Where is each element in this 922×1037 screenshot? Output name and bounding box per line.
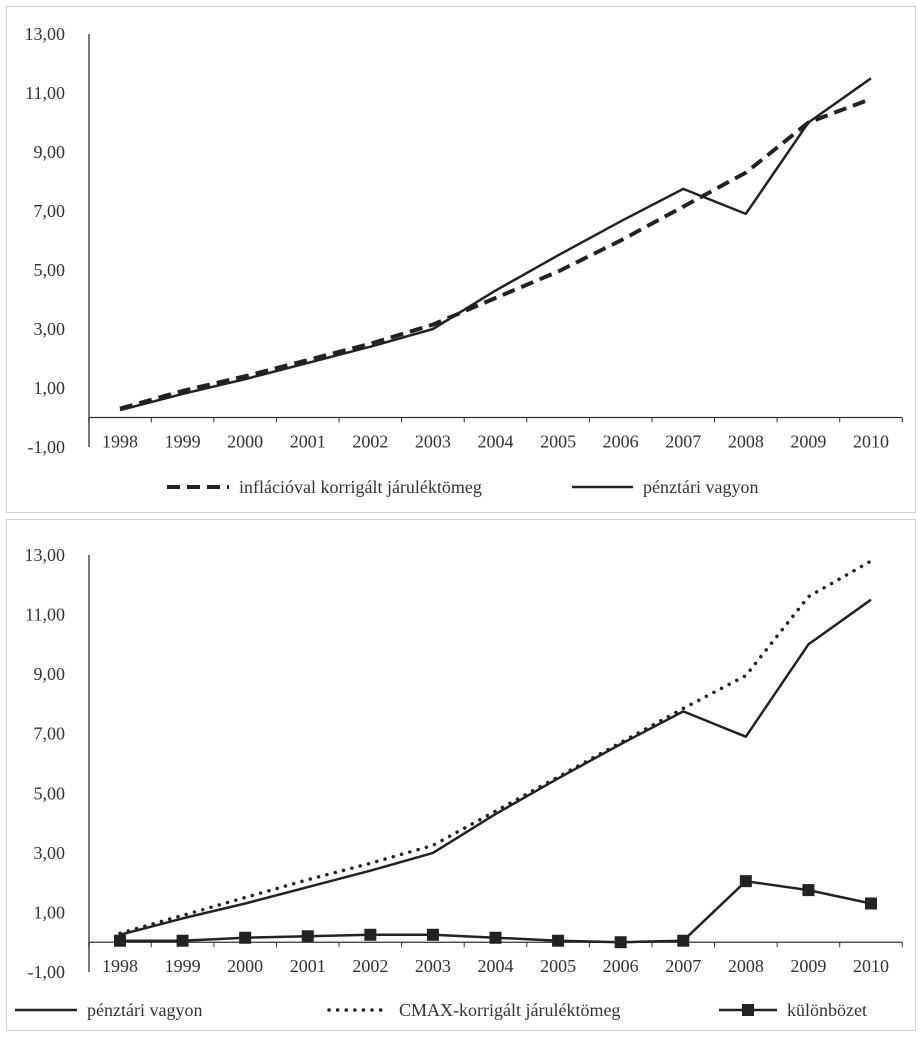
- top-series-penztari-vagyon-line: [119, 77, 872, 412]
- top-x-tick-label: 2009: [790, 432, 826, 452]
- bottom-x-tick-label: 2007: [665, 956, 701, 976]
- bottom-series-kulonbozet-point: [364, 928, 377, 941]
- bottom-x-tick-label: 1999: [165, 956, 201, 976]
- top-y-tick-label: -1,00: [28, 437, 66, 457]
- bottom-y-tick-label: 7,00: [34, 724, 66, 744]
- top-y-tick-label: 9,00: [34, 142, 66, 162]
- chart-top-svg: -1,00 1,00 3,00 5,00 7,00 9,00 11,00 13,00 1998 1…: [25, 24, 903, 497]
- top-x-tick-label: 2008: [728, 432, 764, 452]
- top-y-tick-label: 7,00: [34, 201, 66, 221]
- bottom-y-tick-label: 5,00: [34, 783, 66, 803]
- top-y-tick-label: 1,00: [34, 378, 66, 398]
- top-x-tick-label: 2005: [540, 432, 576, 452]
- bottom-x-tick-label: 2009: [790, 956, 826, 976]
- top-y-tick-label: 13,00: [25, 24, 66, 44]
- bottom-x-tick-label: 2004: [478, 956, 514, 976]
- top-x-tick-label: 1998: [102, 432, 138, 452]
- bottom-series-kulonbozet-point: [176, 934, 189, 947]
- bottom-y-tick-label: 1,00: [34, 902, 66, 922]
- bottom-x-tick-label: 2008: [728, 956, 764, 976]
- top-legend-label: pénztári vagyon: [643, 477, 758, 497]
- top-x-tick-label: 2000: [227, 432, 263, 452]
- chart-panel-bottom: -1,00 1,00 3,00 5,00 7,00 9,00 11,00 13,00 1998 1…: [6, 519, 916, 1031]
- bottom-series-kulonbozet-point: [677, 934, 690, 947]
- bottom-x-tick-label: 2005: [540, 956, 576, 976]
- top-x-tick-label: 2003: [415, 432, 451, 452]
- bottom-x-tick-label: 2002: [352, 956, 388, 976]
- bottom-x-tick-label: 2001: [290, 956, 326, 976]
- bottom-legend-label: különbözet: [787, 1000, 867, 1020]
- top-x-tick-label: 2001: [290, 432, 326, 452]
- bottom-legend-label: CMAX-korrigált járuléktömeg: [399, 1000, 620, 1020]
- top-x-tick-label: 2006: [603, 432, 639, 452]
- chart-panel-top: -1,00 1,00 3,00 5,00 7,00 9,00 11,00 13,00 1998 1…: [6, 6, 916, 513]
- bottom-series-kulonbozet-point: [114, 934, 126, 947]
- bottom-series-kulonbozet-point: [552, 934, 565, 947]
- bottom-x-tick-label: 2000: [227, 956, 263, 976]
- bottom-series-kulonbozet-point: [239, 931, 252, 944]
- top-y-tick-label: 3,00: [34, 319, 66, 339]
- top-x-tick-label: 2010: [853, 432, 889, 452]
- bottom-x-tick-label: 1998: [102, 956, 138, 976]
- bottom-legend-label: pénztári vagyon: [87, 1000, 202, 1020]
- top-y-tick-label: 11,00: [25, 83, 65, 103]
- bottom-x-tick-label: 2006: [603, 956, 639, 976]
- top-y-tick-label: 5,00: [34, 260, 66, 280]
- bottom-series-kulonbozet-point: [739, 875, 752, 888]
- bottom-series-kulonbozet-point: [614, 936, 627, 949]
- top-x-tick-label: 2004: [478, 432, 514, 452]
- bottom-series-kulonbozet-point: [426, 928, 439, 941]
- bottom-y-tick-label: 11,00: [25, 605, 65, 625]
- top-x-tick-label: 1999: [165, 432, 201, 452]
- top-series-inflacioval-korrigalt-jarulektomeg-line: [119, 97, 872, 411]
- bottom-legend-marker-kulonbozet: [742, 1004, 754, 1016]
- bottom-x-tick-label: 2010: [853, 956, 889, 976]
- chart-bottom-svg: -1,00 1,00 3,00 5,00 7,00 9,00 11,00 13,00 1998 1…: [15, 545, 903, 1020]
- top-x-tick-label: 2007: [665, 432, 701, 452]
- top-x-tick-label: 2002: [352, 432, 388, 452]
- top-legend-label: inflációval korrigált járuléktömeg: [239, 477, 482, 497]
- bottom-y-tick-label: -1,00: [28, 962, 66, 982]
- bottom-y-tick-label: 9,00: [34, 664, 66, 684]
- bottom-y-tick-label: 13,00: [25, 545, 66, 565]
- bottom-series-kulonbozet-point: [301, 930, 314, 943]
- bottom-series-kulonbozet-point: [489, 931, 502, 944]
- bottom-y-tick-label: 3,00: [34, 843, 66, 863]
- bottom-series-cmax-korrigalt-jarulektomeg-line: [118, 559, 873, 936]
- bottom-series-kulonbozet-point: [802, 884, 815, 897]
- bottom-series-kulonbozet-point: [865, 897, 877, 910]
- bottom-x-tick-label: 2003: [415, 956, 451, 976]
- bottom-series-penztari-vagyon-line: [119, 598, 872, 937]
